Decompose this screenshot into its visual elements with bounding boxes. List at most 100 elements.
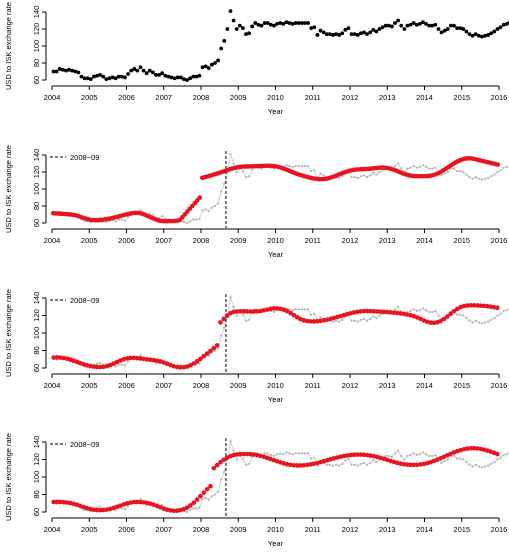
observed-point xyxy=(323,174,325,176)
observed-point xyxy=(313,457,315,459)
observed-point xyxy=(341,319,343,321)
observed-point xyxy=(459,170,461,172)
x-tick-label: 2010 xyxy=(267,236,284,245)
x-tick-label: 2011 xyxy=(305,93,321,102)
observed-point xyxy=(354,464,356,466)
x-tick-label: 2013 xyxy=(379,525,396,534)
observed-point xyxy=(428,455,430,457)
x-tick-label: 2012 xyxy=(342,93,359,102)
observed-point xyxy=(304,308,306,310)
x-tick-label: 2016 xyxy=(491,93,508,102)
observed-point xyxy=(369,318,371,320)
observed-point xyxy=(279,452,281,454)
observed-point xyxy=(493,317,495,319)
data-point xyxy=(89,77,93,81)
observed-point xyxy=(472,178,474,180)
x-tick-label: 2012 xyxy=(342,381,359,390)
observed-point xyxy=(267,452,269,454)
observed-point xyxy=(360,319,362,321)
observed-point xyxy=(223,183,225,185)
observed-point xyxy=(428,168,430,170)
fitted-point xyxy=(197,195,202,200)
y-tick-label: 100 xyxy=(32,327,41,340)
observed-point xyxy=(493,173,495,175)
observed-point xyxy=(434,167,436,169)
x-tick-label: 2004 xyxy=(44,93,61,102)
observed-point xyxy=(208,499,210,501)
observed-point xyxy=(229,153,231,155)
observed-point xyxy=(416,310,418,312)
x-tick-label: 2010 xyxy=(267,93,284,102)
x-tick-label: 2007 xyxy=(155,93,172,102)
observed-point xyxy=(366,320,368,322)
observed-point xyxy=(437,314,439,316)
observed-point xyxy=(400,455,402,457)
observed-point xyxy=(124,364,126,366)
observed-point xyxy=(397,162,399,164)
observed-point xyxy=(310,314,312,316)
observed-point xyxy=(409,310,411,312)
x-tick-label: 2004 xyxy=(44,525,61,534)
observed-point xyxy=(484,465,486,467)
y-tick-label: 80 xyxy=(32,59,41,67)
observed-point xyxy=(490,319,492,321)
observed-point xyxy=(326,464,328,466)
observed-point xyxy=(282,453,284,455)
x-tick-label: 2014 xyxy=(416,381,433,390)
observed-point xyxy=(493,461,495,463)
y-tick-label: 80 xyxy=(32,490,41,498)
observed-point xyxy=(465,461,467,463)
observed-point xyxy=(338,321,340,323)
observed-point xyxy=(428,311,430,313)
data-point xyxy=(393,21,397,25)
x-tick-label: 2008 xyxy=(193,381,210,390)
y-tick-label: 140 xyxy=(32,6,41,19)
data-point xyxy=(247,31,251,35)
x-tick-label: 2014 xyxy=(416,236,433,245)
y-tick-label: 100 xyxy=(32,183,41,196)
observed-point xyxy=(503,454,505,456)
observed-point xyxy=(301,165,303,167)
y-tick-label: 140 xyxy=(32,436,41,449)
observed-point xyxy=(459,314,461,316)
observed-point xyxy=(298,452,300,454)
observed-point xyxy=(406,455,408,457)
observed-point xyxy=(425,309,427,311)
observed-point xyxy=(388,455,390,457)
observed-point xyxy=(183,221,185,223)
observed-point xyxy=(214,205,216,207)
observed-point xyxy=(245,320,247,322)
x-tick-label: 2009 xyxy=(230,93,247,102)
observed-point xyxy=(413,308,415,310)
observed-point xyxy=(462,171,464,173)
observed-point xyxy=(121,219,123,221)
observed-point xyxy=(220,479,222,481)
observed-point xyxy=(409,167,411,169)
observed-point xyxy=(440,174,442,176)
observed-point xyxy=(124,219,126,221)
data-point xyxy=(306,21,310,25)
x-axis-title: Year xyxy=(268,107,284,116)
legend-label: 2008−09 xyxy=(70,153,99,162)
observed-point xyxy=(245,176,247,178)
y-tick-label: 80 xyxy=(32,346,41,354)
y-tick-label: 140 xyxy=(32,292,41,305)
observed-point xyxy=(375,461,377,463)
observed-point xyxy=(211,207,213,209)
observed-point xyxy=(394,165,396,167)
observed-point xyxy=(434,310,436,312)
x-tick-label: 2011 xyxy=(305,381,321,390)
observed-point xyxy=(369,174,371,176)
fitted-point xyxy=(495,162,500,167)
data-point xyxy=(396,19,400,23)
fitted-point xyxy=(198,494,203,499)
observed-point xyxy=(372,459,374,461)
x-tick-label: 2005 xyxy=(81,93,98,102)
observed-point xyxy=(413,165,415,167)
observed-point xyxy=(236,171,238,173)
observed-point xyxy=(472,465,474,467)
observed-point xyxy=(248,319,250,321)
y-tick-label: 120 xyxy=(32,453,41,466)
observed-point xyxy=(456,314,458,316)
